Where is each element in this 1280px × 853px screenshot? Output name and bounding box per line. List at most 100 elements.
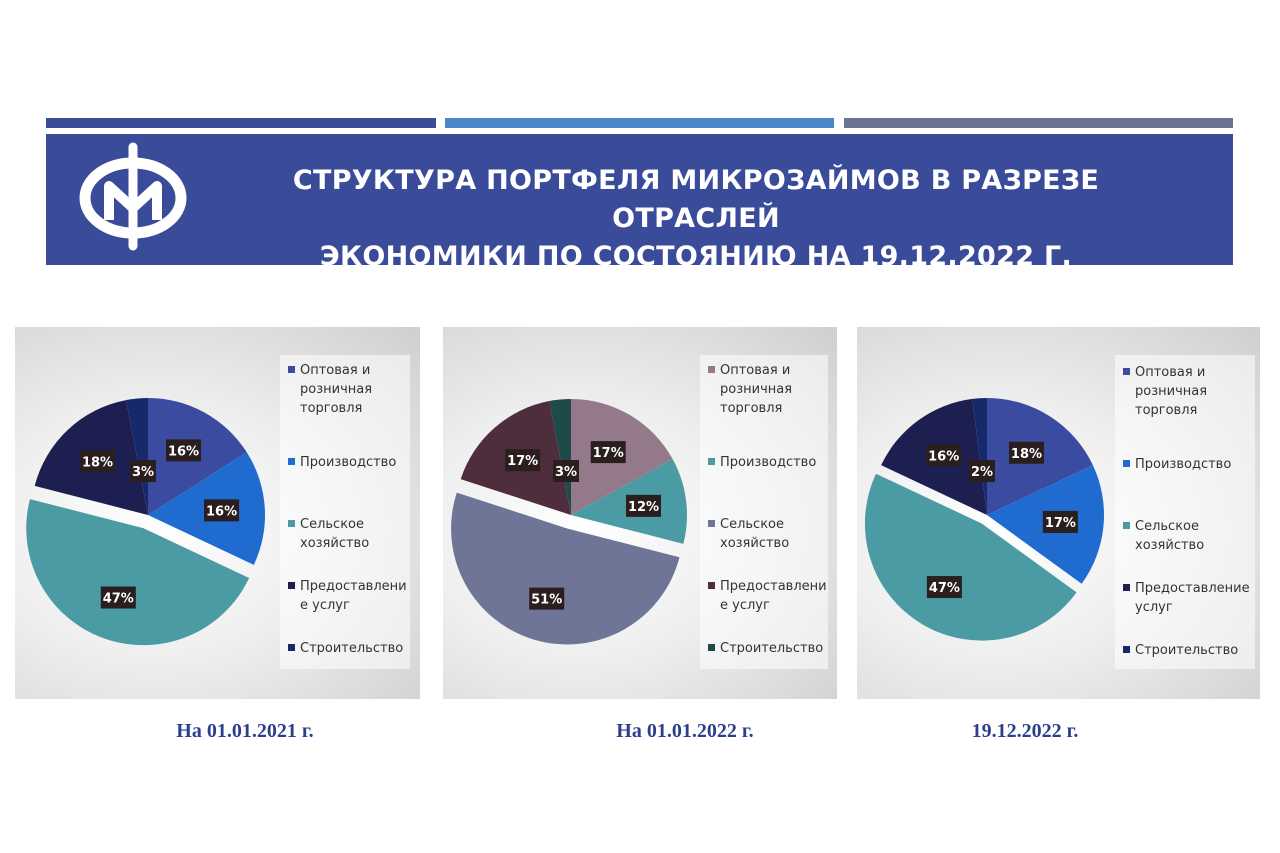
legend-swatch xyxy=(288,582,295,589)
legend-item-trade: Оптовая и розничная торговля xyxy=(708,361,792,418)
pie-slice-construction xyxy=(126,398,148,515)
pie-data-label-text: 16% xyxy=(206,504,237,519)
pie-chart-2021-panel: 16% 16% 47% 18% 3% Оптовая и розничная торговл… xyxy=(15,327,420,699)
pie-data-label-bg xyxy=(130,460,156,482)
legend-swatch xyxy=(1123,522,1130,529)
pie-data-label-bg xyxy=(80,450,116,473)
pie-slice-agriculture xyxy=(26,499,250,646)
pie-chart-2022: 17% 12% 51% 17% 3% xyxy=(451,399,687,645)
legend-item-services: Предоставлени е услуг xyxy=(288,577,407,615)
legend-item-services: Предоставлени е услуг xyxy=(708,577,827,615)
mfo-logo-icon xyxy=(79,142,187,251)
legend-swatch xyxy=(1123,646,1130,653)
pie-chart-dec2022: 18% 17% 47% 16% 2% xyxy=(864,398,1104,641)
legend-item-production: Производство xyxy=(288,453,396,472)
pie-data-label-production: 16% xyxy=(204,499,240,522)
pie-data-label-text: 3% xyxy=(132,465,154,480)
pie-data-label-bg xyxy=(626,494,662,517)
pie-data-label-text: 18% xyxy=(82,455,113,470)
pie-data-label-bg xyxy=(553,460,579,482)
pie-chart-2021-legend: Оптовая и розничная торговля Производство Се… xyxy=(280,355,410,669)
legend-label: Производство xyxy=(300,455,397,470)
pie-data-label-bg xyxy=(926,576,962,599)
pie-chart-2022-legend: Оптовая и розничная торговля Производство Се… xyxy=(700,355,828,669)
pie-data-label-trade: 16% xyxy=(166,439,202,462)
legend-item-production: Производство xyxy=(1123,455,1231,474)
legend-swatch xyxy=(708,458,715,465)
pie-chart-dec2022-legend: Оптовая и розничная торговля Производство Се… xyxy=(1115,355,1255,669)
legend-item-agriculture: Сельское хозяйство xyxy=(708,515,789,553)
pie-data-label-text: 16% xyxy=(168,444,199,459)
legend-label: Оптовая и розничная торговля xyxy=(1135,365,1208,418)
caption-2022: На 01.01.2022 г. xyxy=(616,720,754,742)
pie-data-label-text: 47% xyxy=(103,592,134,607)
pie-data-label-bg xyxy=(166,439,202,462)
legend-label: Производство xyxy=(720,455,817,470)
legend-swatch xyxy=(1123,584,1130,591)
pie-data-label-text: 2% xyxy=(971,465,993,480)
pie-data-label-construction: 2% xyxy=(969,460,995,482)
top-stripe-2 xyxy=(445,118,834,128)
legend-item-construction: Строительство xyxy=(288,639,403,658)
pie-data-label-bg xyxy=(926,444,962,467)
pie-data-label-production: 12% xyxy=(626,494,662,517)
legend-label: Производство xyxy=(1135,457,1232,472)
legend-label: Предоставление услуг xyxy=(1135,581,1250,615)
pie-data-label-services: 17% xyxy=(505,449,541,472)
header-banner: СТРУКТУРА ПОРТФЕЛЯ МИКРОЗАЙМОВ В РАЗРЕЗЕ… xyxy=(46,134,1233,272)
pie-data-label-bg xyxy=(1008,441,1044,464)
legend-swatch xyxy=(708,366,715,373)
pie-data-label-text: 12% xyxy=(628,500,659,515)
pie-data-label-construction: 3% xyxy=(553,460,579,482)
pie-data-label-text: 51% xyxy=(531,593,562,608)
pie-data-label-bg xyxy=(969,460,995,482)
pie-data-label-services: 16% xyxy=(926,444,962,467)
legend-label: Предоставлени е услуг xyxy=(300,579,407,613)
caption-dec2022: 19.12.2022 г. xyxy=(971,720,1079,742)
legend-label: Строительство xyxy=(720,641,824,656)
pie-data-label-trade: 17% xyxy=(590,441,626,464)
caption-2021: На 01.01.2021 г. xyxy=(176,720,314,742)
legend-swatch xyxy=(288,366,295,373)
legend-label: Строительство xyxy=(300,641,404,656)
pie-slice-agriculture xyxy=(451,492,680,645)
pie-data-label-bg xyxy=(590,441,626,464)
pie-data-label-text: 3% xyxy=(555,465,577,480)
legend-label: Предоставлени е услуг xyxy=(720,579,827,613)
pie-data-label-production: 17% xyxy=(1042,510,1078,533)
legend-swatch xyxy=(708,520,715,527)
pie-chart-2021: 16% 16% 47% 18% 3% xyxy=(26,398,265,646)
legend-swatch xyxy=(708,644,715,651)
legend-swatch xyxy=(288,644,295,651)
pie-data-label-agriculture: 51% xyxy=(529,587,565,610)
pie-data-label-bg xyxy=(1042,510,1078,533)
pie-slice-agriculture xyxy=(864,473,1077,641)
legend-swatch xyxy=(1123,460,1130,467)
legend-swatch xyxy=(708,582,715,589)
pie-data-label-construction: 3% xyxy=(130,460,156,482)
top-stripe-3 xyxy=(844,118,1233,128)
pie-data-label-services: 18% xyxy=(80,450,116,473)
legend-item-agriculture: Сельское хозяйство xyxy=(288,515,369,553)
pie-chart-dec2022-panel: 18% 17% 47% 16% 2% Оптовая и розничная торговл… xyxy=(857,327,1260,699)
legend-swatch xyxy=(1123,368,1130,375)
legend-label: Сельское хозяйство xyxy=(720,517,790,551)
page-title-line-2: ЭКОНОМИКИ ПО СОСТОЯНИЮ НА 19.12.2022 Г. xyxy=(319,241,1073,272)
legend-label: Строительство xyxy=(1135,643,1239,658)
pie-data-label-text: 16% xyxy=(928,449,959,464)
legend-item-agriculture: Сельское хозяйство xyxy=(1123,517,1204,555)
legend-item-construction: Строительство xyxy=(1123,641,1238,660)
pie-data-label-bg xyxy=(204,499,240,522)
pie-chart-2022-panel: 17% 12% 51% 17% 3% Оптовая и розничная торговл… xyxy=(443,327,837,699)
legend-label: Оптовая и розничная торговля xyxy=(300,363,373,416)
pie-data-label-trade: 18% xyxy=(1008,441,1044,464)
legend-label: Сельское хозяйство xyxy=(1135,519,1205,553)
top-stripe-1 xyxy=(46,118,436,128)
pie-data-label-agriculture: 47% xyxy=(100,586,136,609)
legend-label: Сельское хозяйство xyxy=(300,517,370,551)
pie-data-label-text: 17% xyxy=(1045,516,1076,531)
pie-data-label-agriculture: 47% xyxy=(926,576,962,599)
legend-swatch xyxy=(288,458,295,465)
legend-item-construction: Строительство xyxy=(708,639,823,658)
pie-data-label-text: 17% xyxy=(593,446,624,461)
